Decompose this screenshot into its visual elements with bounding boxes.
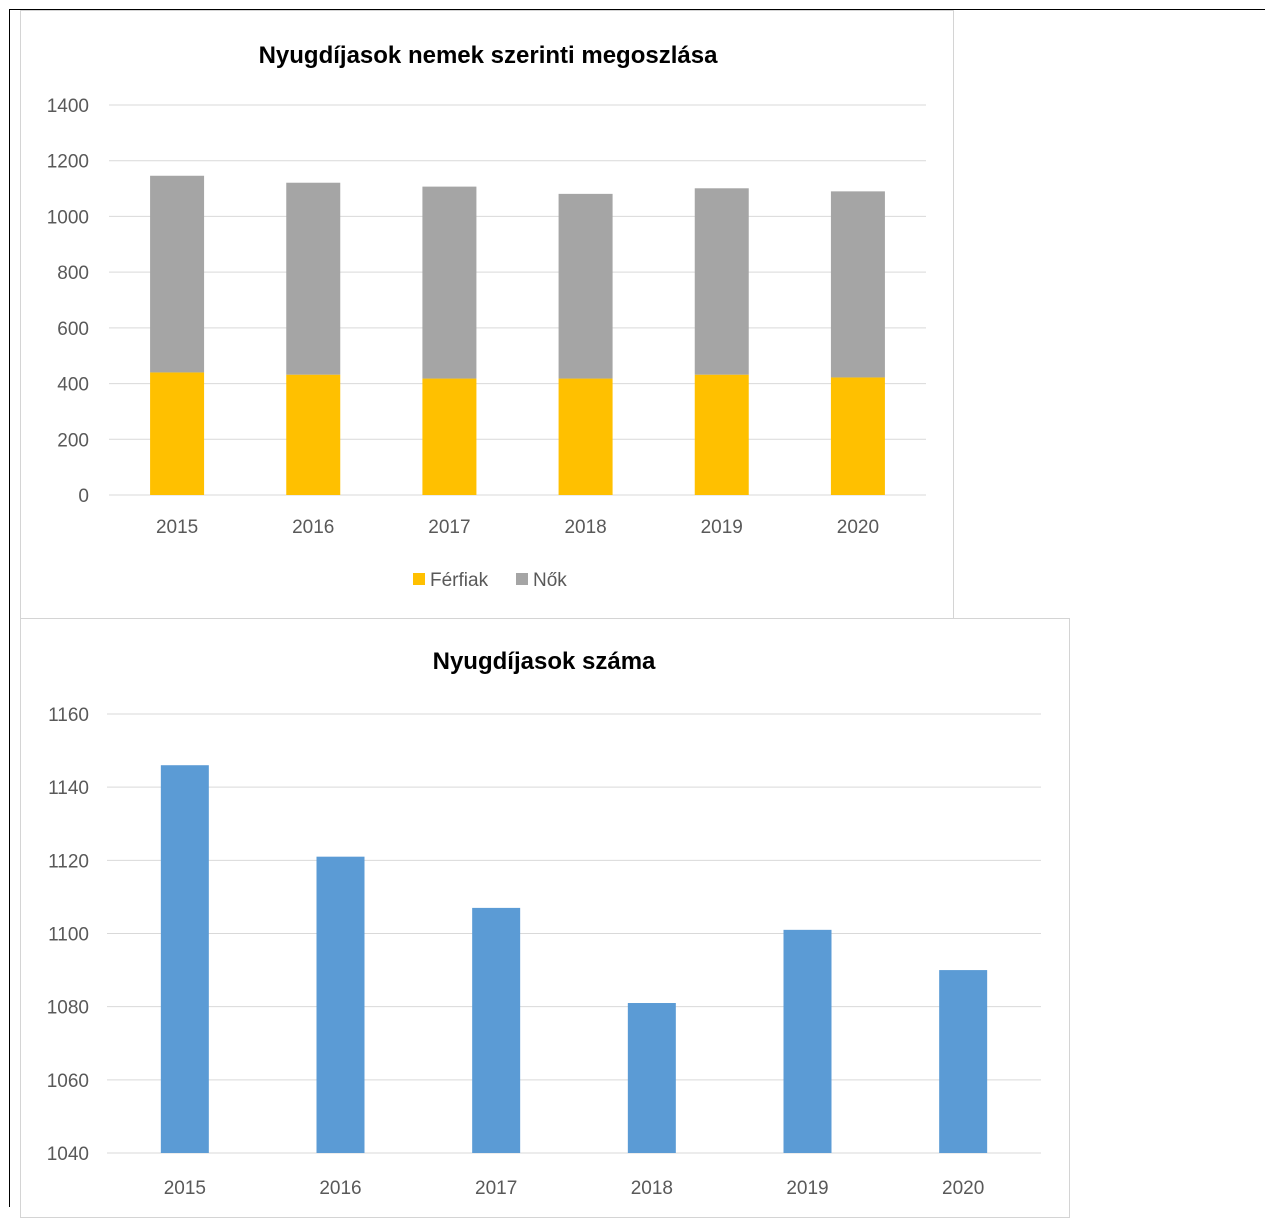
legend-label: Nők	[533, 570, 567, 591]
bar	[627, 1003, 676, 1153]
y-tick-label: 1200	[47, 152, 89, 173]
y-tick-label: 1080	[47, 998, 89, 1019]
x-tick-label: 2020	[942, 1178, 984, 1199]
y-tick-label: 1120	[48, 851, 89, 872]
bar	[150, 175, 205, 373]
bar	[286, 182, 341, 375]
bar	[286, 374, 341, 495]
bar	[558, 378, 613, 495]
legend-swatch	[413, 573, 425, 585]
y-tick-label: 400	[57, 375, 89, 396]
legend-swatch	[516, 573, 528, 585]
y-tick-label: 1000	[47, 207, 89, 228]
x-tick-label: 2017	[428, 517, 470, 538]
totals-chart-frame: Nyugdíjasok száma 1040 1060 1080 1100 1120 11…	[20, 618, 1070, 1218]
y-tick-label: 1040	[47, 1144, 89, 1165]
bar	[160, 765, 209, 1153]
totals-bar-chart: Nyugdíjasok száma 1040 1060 1080 1100 1120 11…	[47, 648, 1041, 1199]
bar	[422, 378, 477, 495]
chart-title: Nyugdíjasok száma	[433, 648, 656, 675]
chart-title: Nyugdíjasok nemek szerinti megoszlása	[259, 42, 718, 69]
bar	[694, 188, 749, 375]
bar	[472, 907, 521, 1153]
x-tick-label: 2015	[156, 517, 198, 538]
y-tick-label: 1100	[48, 925, 89, 946]
y-tick-label: 200	[57, 430, 89, 451]
bar	[783, 929, 832, 1153]
x-tick-label: 2019	[701, 517, 743, 538]
y-tick-label: 1160	[48, 705, 89, 726]
bar	[316, 856, 365, 1153]
x-tick-label: 2018	[564, 517, 606, 538]
y-tick-label: 0	[78, 486, 89, 507]
x-tick-label: 2016	[292, 517, 334, 538]
stacked-chart-frame: Nyugdíjasok nemek szerinti megoszlása 0 2…	[20, 10, 954, 619]
y-tick-label: 1140	[48, 778, 89, 799]
y-tick-label: 600	[57, 319, 89, 340]
legend-label: Férfiak	[430, 570, 489, 591]
bar	[830, 191, 885, 378]
document-border-top	[9, 9, 1265, 10]
x-tick-label: 2018	[631, 1178, 673, 1199]
x-tick-label: 2017	[475, 1178, 517, 1199]
x-tick-label: 2019	[786, 1178, 828, 1199]
bar	[830, 377, 885, 495]
x-tick-label: 2020	[837, 517, 879, 538]
y-tick-label: 1400	[47, 96, 89, 117]
document-border-left	[9, 9, 10, 1207]
x-tick-label: 2016	[319, 1178, 361, 1199]
bar	[558, 193, 613, 379]
bar	[694, 374, 749, 495]
bar	[939, 970, 988, 1153]
stacked-bar-chart: Nyugdíjasok nemek szerinti megoszlása 0 2…	[47, 42, 926, 591]
y-tick-label: 1060	[47, 1071, 89, 1092]
y-tick-label: 800	[57, 263, 89, 284]
bar	[150, 372, 205, 495]
bar	[422, 186, 477, 379]
x-tick-label: 2015	[164, 1178, 206, 1199]
